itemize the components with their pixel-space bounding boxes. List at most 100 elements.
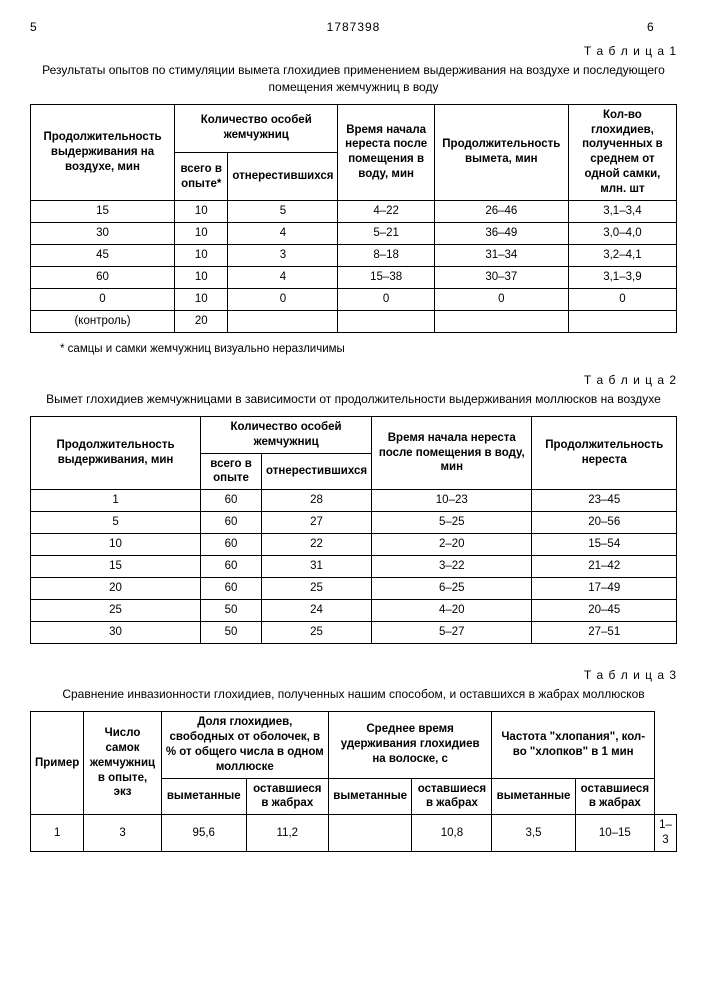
table1: Продолжительность выдерживания на воздух… — [30, 104, 677, 333]
table-cell: 60 — [201, 490, 262, 512]
table-cell — [228, 310, 338, 332]
table-cell: 11,2 — [246, 815, 328, 852]
table-cell: 5 — [31, 512, 201, 534]
page-num-left: 5 — [30, 20, 60, 34]
table-cell: (контроль) — [31, 310, 175, 332]
t1-col1: Продолжительность выдерживания на воздух… — [31, 104, 175, 201]
table-cell: 4–22 — [338, 201, 434, 223]
table-cell: 15–38 — [338, 267, 434, 289]
table-cell: 10 — [175, 267, 228, 289]
t3-col2: Число самок жемчужниц в опыте, экз — [84, 711, 161, 815]
table-cell: 10,8 — [412, 815, 492, 852]
t3-sub5b: оставшиеся в жабрах — [575, 778, 654, 815]
table-cell: 20 — [31, 578, 201, 600]
table-cell: 4 — [228, 223, 338, 245]
table-cell: 0 — [31, 288, 175, 310]
table-cell: 25 — [262, 622, 372, 644]
table-cell: 10 — [31, 534, 201, 556]
table-cell: 5 — [228, 201, 338, 223]
table-cell: 20 — [175, 310, 228, 332]
table-cell: 10 — [175, 245, 228, 267]
table-cell: 20–56 — [532, 512, 677, 534]
table-cell: 50 — [201, 622, 262, 644]
t3-col5: Частота "хлопания", кол-во "хлопков" в 1… — [492, 711, 655, 778]
table-cell: 27 — [262, 512, 372, 534]
table-cell: 30 — [31, 223, 175, 245]
table-row: (контроль)20 — [31, 310, 677, 332]
table-cell: 60 — [201, 512, 262, 534]
table-cell: 60 — [31, 267, 175, 289]
t2-col1: Продолжительность выдерживания, мин — [31, 416, 201, 490]
table-cell: 10–23 — [372, 490, 532, 512]
table-cell: 10 — [175, 201, 228, 223]
table-cell: 17–49 — [532, 578, 677, 600]
table-cell — [434, 310, 568, 332]
table-cell: 15 — [31, 201, 175, 223]
page-header: 5 1787398 6 — [30, 20, 677, 34]
table3-label: Т а б л и ц а 3 — [30, 668, 677, 682]
t2-col4: Продолжительность нереста — [532, 416, 677, 490]
table-row: 2550244–2020–45 — [31, 600, 677, 622]
t1-col2a: всего в опыте* — [175, 152, 228, 200]
table-cell: 25 — [31, 600, 201, 622]
table-row: 1560313–2221–42 — [31, 556, 677, 578]
table-cell: 31 — [262, 556, 372, 578]
table-cell: 26–46 — [434, 201, 568, 223]
table-cell: 4 — [228, 267, 338, 289]
table-cell: 28 — [262, 490, 372, 512]
table-cell: 3,5 — [492, 815, 575, 852]
t2-col2a: всего в опыте — [201, 453, 262, 490]
t1-col2: Количество особей жемчужниц — [175, 104, 338, 152]
table-cell: 24 — [262, 600, 372, 622]
table-cell: 5–25 — [372, 512, 532, 534]
table-cell: 95,6 — [161, 815, 246, 852]
table-cell: 3,1–3,9 — [568, 267, 676, 289]
table3: Пример Число самок жемчужниц в опыте, эк… — [30, 711, 677, 853]
table-cell: 0 — [434, 288, 568, 310]
table-row: 1602810–2323–45 — [31, 490, 677, 512]
table-cell: 20–45 — [532, 600, 677, 622]
table-cell: 50 — [201, 600, 262, 622]
table-cell: 3–22 — [372, 556, 532, 578]
table-row: 151054–2226–463,1–3,4 — [31, 201, 677, 223]
table1-footnote: * самцы и самки жемчужниц визуально нера… — [30, 343, 677, 355]
table3-caption: Сравнение инвазионности глохидиев, получ… — [30, 686, 677, 703]
doc-number: 1787398 — [60, 20, 647, 34]
table-row: 3050255–2727–51 — [31, 622, 677, 644]
table-cell: 45 — [31, 245, 175, 267]
t1-col4: Продолжительность вымета, мин — [434, 104, 568, 201]
table-cell: 23–45 — [532, 490, 677, 512]
t1-col5: Кол-во глохидиев, полученных в среднем о… — [568, 104, 676, 201]
table-cell: 30 — [31, 622, 201, 644]
t3-sub3a: выметанные — [161, 778, 246, 815]
table-row: 1395,611,210,83,510–151–3 — [31, 815, 677, 852]
table-cell: 2–20 — [372, 534, 532, 556]
table-cell: 10 — [175, 223, 228, 245]
table-cell: 15 — [31, 556, 201, 578]
table-cell — [338, 310, 434, 332]
table-cell: 5–27 — [372, 622, 532, 644]
table-cell: 60 — [201, 578, 262, 600]
table-cell: 60 — [201, 534, 262, 556]
table-cell: 31–34 — [434, 245, 568, 267]
t3-col3: Доля глохидиев, свободных от оболочек, в… — [161, 711, 328, 778]
t3-sub4a: выметанные — [328, 778, 412, 815]
table-cell: 36–49 — [434, 223, 568, 245]
table-cell: 8–18 — [338, 245, 434, 267]
t3-sub3b: оставшиеся в жабрах — [246, 778, 328, 815]
table-row: 0100000 — [31, 288, 677, 310]
table-row: 2060256–2517–49 — [31, 578, 677, 600]
table-cell: 0 — [338, 288, 434, 310]
t3-col1: Пример — [31, 711, 84, 815]
table-cell: 25 — [262, 578, 372, 600]
table-cell: 0 — [568, 288, 676, 310]
table-cell: 10–15 — [575, 815, 654, 852]
table-cell — [328, 815, 412, 852]
table-cell: 22 — [262, 534, 372, 556]
table-row: 560275–2520–56 — [31, 512, 677, 534]
table2-label: Т а б л и ц а 2 — [30, 373, 677, 387]
table-row: 1060222–2015–54 — [31, 534, 677, 556]
table2: Продолжительность выдерживания, мин Коли… — [30, 416, 677, 644]
table-cell: 1–3 — [655, 815, 677, 852]
table1-label: Т а б л и ц а 1 — [30, 44, 677, 58]
